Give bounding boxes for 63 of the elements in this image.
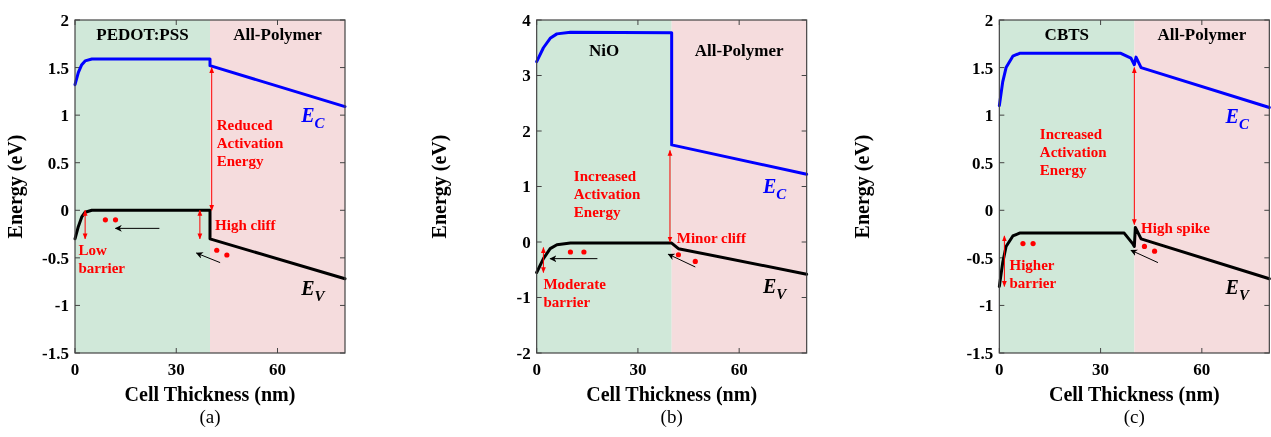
y-tick-label: 2 (522, 121, 531, 141)
y-tick-label: 3 (522, 66, 531, 86)
y-tick-label: -1.5 (966, 343, 994, 363)
annotation: Low barrier (78, 242, 126, 277)
line-series (997, 51, 1271, 110)
x-tick-label: 30 (167, 360, 185, 379)
series-label: E$_{C}$ (300, 104, 326, 132)
line-series (535, 241, 809, 276)
y-tick-label: 0 (60, 201, 69, 221)
annotation: Minor cliff (676, 229, 748, 246)
text: (a) (199, 406, 221, 428)
band-label: CBTS (1044, 25, 1090, 44)
y-tick-label: 0.5 (972, 153, 994, 173)
x-tick-label: 60 (269, 360, 286, 379)
line-series (73, 208, 347, 281)
y-tick-label: 2 (60, 10, 69, 30)
x-tick-label: 30 (629, 360, 647, 379)
band-label: All-Polymer (1157, 25, 1247, 44)
y-tick-label: 1.5 (972, 58, 994, 78)
annotation: Moderate barrier (543, 275, 607, 310)
x-tick-label: 30 (1092, 360, 1110, 379)
text: (c) (1123, 406, 1145, 428)
series-label: E$_{C}$ (761, 174, 788, 202)
y-tick-label: 0.5 (47, 153, 69, 173)
y-tick-label: 0 (984, 201, 994, 221)
band-label: All-Polymer (233, 25, 323, 44)
y-tick-label: 0 (522, 232, 531, 252)
annotation: Increased Activation Energy (573, 167, 642, 220)
text: (b) (660, 406, 683, 428)
x-axis-title: Cell Thickness (nm) (124, 383, 296, 406)
x-axis-title: Cell Thickness (nm) (586, 383, 758, 406)
series-label: E$_{V}$ (761, 275, 789, 303)
annotation: Higher barrier (1009, 256, 1057, 291)
annotation: Reduced Activation Energy (216, 116, 285, 169)
y-axis-title: Energy (eV) (851, 134, 875, 239)
y-axis-title: Energy (eV) (4, 134, 27, 239)
series-label: E$_{V}$ (1224, 276, 1251, 304)
line-series (73, 57, 347, 109)
y-tick-label: -0.5 (966, 248, 994, 268)
x-axis-title: Cell Thickness (nm) (1048, 383, 1220, 406)
annotation: High cliff (215, 216, 277, 233)
y-tick-label: 1 (984, 106, 994, 126)
annotation: High spike (1141, 219, 1211, 236)
y-tick-label: -0.5 (42, 248, 69, 268)
series-label: E$_{C}$ (1224, 105, 1250, 133)
series-label: E$_{V}$ (300, 276, 327, 304)
y-tick-label: -2 (516, 343, 531, 363)
y-tick-label: 4 (522, 10, 532, 30)
y-tick-label: -1.5 (42, 343, 69, 363)
y-axis-title: Energy (eV) (427, 134, 451, 239)
band-label: PEDOT:PSS (96, 25, 189, 44)
y-tick-label: 1.5 (47, 58, 69, 78)
band-label: All-Polymer (694, 41, 784, 60)
y-tick-label: 1 (60, 106, 69, 126)
x-tick-label: 60 (1193, 360, 1211, 379)
band-label: NiO (589, 41, 620, 60)
y-tick-label: 2 (984, 10, 994, 30)
annotation: Increased Activation Energy (1039, 126, 1108, 179)
y-tick-label: -1 (979, 296, 994, 316)
x-tick-label: 60 (730, 360, 748, 379)
y-tick-label: -1 (54, 296, 69, 316)
y-tick-label: 1 (522, 177, 531, 197)
y-tick-label: -1 (516, 288, 531, 308)
